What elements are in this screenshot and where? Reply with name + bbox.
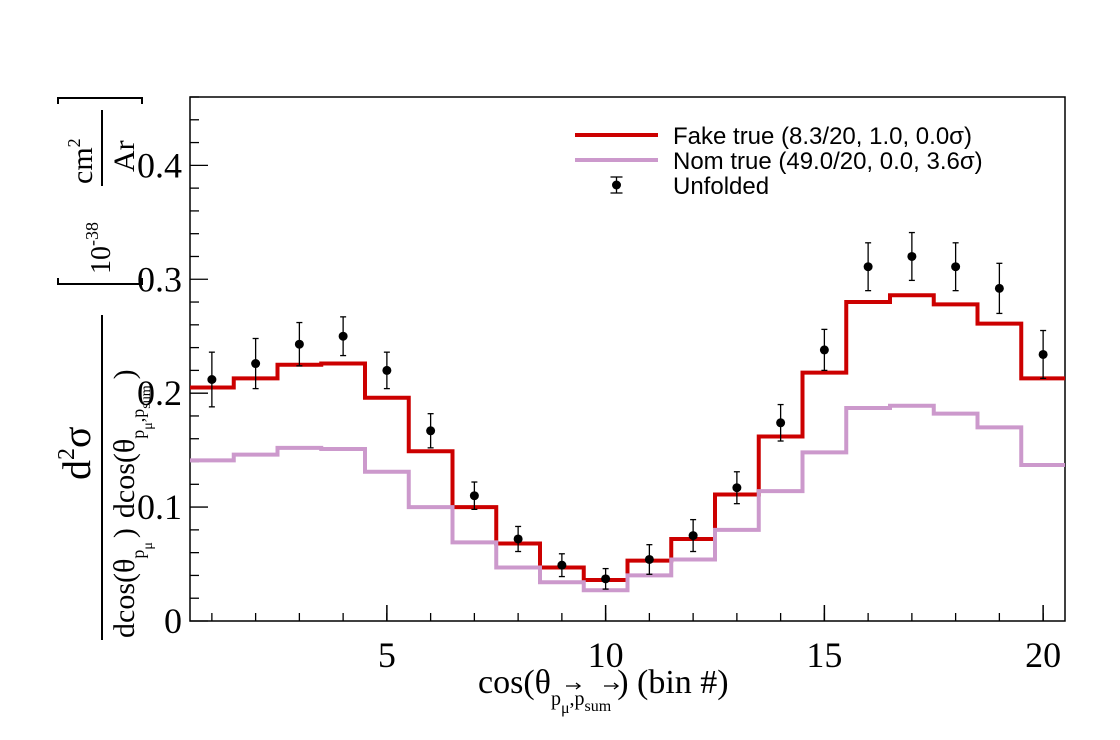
y-tick-label: 0.3	[137, 259, 182, 299]
data-point	[1038, 349, 1048, 359]
x-tick-label: 5	[378, 635, 396, 675]
svg-text:cm2: cm2	[64, 138, 99, 184]
x-tick-label: 15	[806, 635, 842, 675]
svg-text:d2σ: d2σ	[54, 426, 99, 480]
data-point	[426, 426, 436, 436]
y-axis-title: d2σ dcos(θpμ)dcos(θpμ,psum) 10-38 cm2 Ar	[54, 97, 156, 640]
x-tick-label: 10	[588, 635, 624, 675]
data-point	[251, 359, 261, 369]
data-point	[294, 339, 304, 349]
x-tick-label: 20	[1025, 635, 1061, 675]
svg-text:10-38: 10-38	[82, 222, 117, 274]
x-axis-title: cos(θpμ,psum) (bin #)	[478, 664, 729, 717]
data-point	[338, 331, 348, 341]
data-point	[863, 262, 873, 272]
data-point	[644, 554, 654, 564]
series-step-line-0	[190, 293, 1065, 582]
data-point	[907, 251, 917, 261]
y-tick-label: 0.4	[137, 145, 182, 185]
y-tick-label: 0.2	[137, 373, 182, 413]
legend-label-2: Unfolded	[673, 173, 769, 200]
series-layer	[190, 231, 1065, 593]
data-point	[557, 560, 567, 570]
data-point	[513, 534, 523, 544]
x-axis-arrow-pmu	[566, 682, 582, 690]
svg-text:Ar: Ar	[108, 140, 141, 172]
data-point	[994, 283, 1004, 293]
data-point	[776, 418, 786, 428]
y-tick-label: 0	[164, 601, 182, 641]
legend-swatch-point	[612, 180, 621, 190]
x-axis-arrow-psum	[604, 682, 620, 690]
y-tick-label: 0.1	[137, 487, 182, 527]
data-point	[688, 531, 698, 541]
data-point	[819, 345, 829, 355]
y-axis-unit-bracket-right	[57, 97, 143, 104]
data-point	[382, 365, 392, 375]
legend: Fake true (8.3/20, 1.0, 0.0σ)Nom true (4…	[575, 123, 983, 200]
series-step-line-1	[190, 403, 1065, 593]
data-point	[732, 483, 742, 493]
legend-label-1: Nom true (49.0/20, 0.0, 3.6σ)	[673, 148, 983, 175]
y-axis-unit-bracket-left	[57, 278, 143, 285]
data-point	[469, 491, 479, 501]
data-point	[207, 375, 217, 385]
data-point	[601, 574, 611, 584]
legend-label-0: Fake true (8.3/20, 1.0, 0.0σ)	[673, 123, 972, 150]
axis-ticks: 5 10 15 20 0 0.1 0.2 0.3 0.4	[137, 96, 1061, 675]
svg-text:dcos(θpμ)dcos(θpμ,psum): dcos(θpμ)dcos(θpμ,psum)	[108, 369, 156, 638]
data-point	[951, 262, 961, 272]
plot-frame	[189, 96, 1066, 622]
